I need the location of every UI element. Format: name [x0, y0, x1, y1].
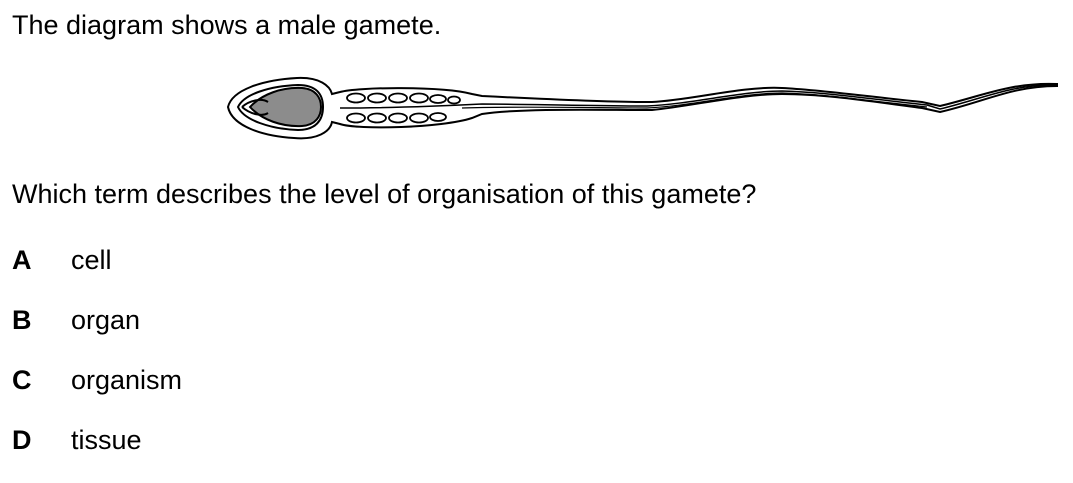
tail-inner-line-upper [339, 84, 1058, 110]
acrosome-tip-lower [241, 106, 269, 116]
option-letter: A [12, 244, 32, 275]
sperm-cell-diagram [226, 76, 1058, 140]
mitochondrion [388, 92, 408, 104]
option-d[interactable]: D tissue [12, 423, 182, 457]
question-text: Which term describes the level of organi… [12, 179, 757, 209]
mitochondrion [367, 92, 387, 104]
mitochondrion [409, 112, 429, 124]
mitochondrion [447, 95, 461, 105]
mitochondrion [429, 94, 447, 104]
option-text: organ [71, 304, 141, 335]
option-letter: B [12, 304, 32, 335]
option-b[interactable]: B organ [12, 303, 182, 337]
option-letter: D [12, 424, 32, 455]
mitochondrion [429, 112, 447, 122]
mitochondria-upper-row [346, 92, 461, 105]
acrosome-tip [241, 98, 269, 108]
mitochondrion [346, 112, 366, 124]
tail-inner-line-lower [461, 92, 928, 109]
intro-text: The diagram shows a male gamete. [12, 10, 442, 40]
mitochondrion [409, 92, 429, 104]
option-text: cell [71, 244, 112, 275]
option-c[interactable]: C organism [12, 363, 182, 397]
nucleus [248, 86, 323, 128]
option-letter: C [12, 364, 32, 395]
mitochondrion [367, 112, 387, 124]
option-text: tissue [71, 424, 142, 455]
option-a[interactable]: A cell [12, 243, 182, 277]
answer-options: A cell B organ C organism D tissue [12, 243, 182, 483]
mitochondria-lower-row [346, 112, 447, 124]
mitochondrion [346, 92, 366, 104]
mitochondrion [388, 112, 408, 124]
option-text: organism [71, 364, 183, 395]
